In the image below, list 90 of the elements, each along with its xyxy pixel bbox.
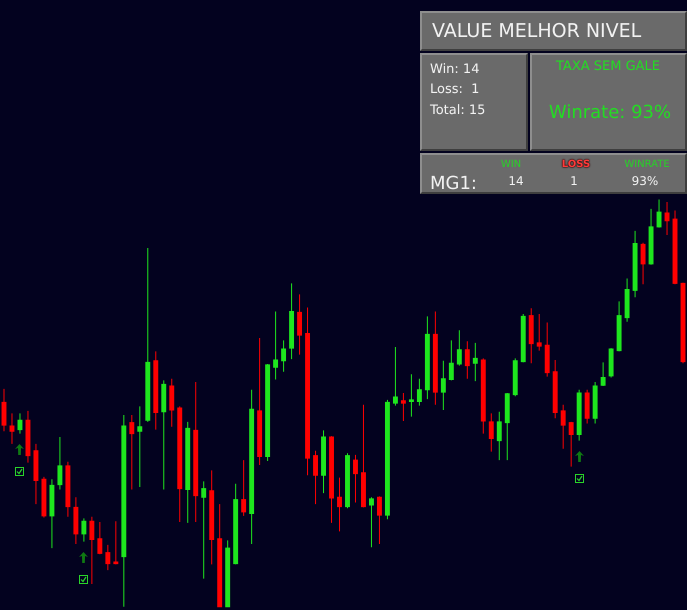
candlestick — [201, 480, 206, 580]
candlestick — [376, 496, 382, 545]
candlestick — [209, 470, 214, 565]
candlestick — [648, 208, 654, 266]
candlestick — [265, 364, 270, 462]
candlestick — [273, 311, 278, 380]
candlestick — [448, 340, 454, 381]
candlestick — [353, 454, 358, 503]
candlestick — [321, 430, 326, 494]
candlestick — [480, 358, 486, 434]
candlestick — [544, 322, 550, 378]
candlestick — [680, 282, 686, 364]
candlestick — [600, 362, 606, 387]
candlestick — [408, 374, 414, 418]
candlestick — [97, 522, 102, 555]
candlestick — [496, 411, 502, 461]
candlestick — [345, 452, 350, 509]
candlestick — [89, 516, 94, 584]
candlestick — [10, 412, 14, 444]
candlestick — [41, 476, 46, 518]
candlestick — [504, 392, 510, 461]
candlestick — [369, 496, 374, 548]
candlestick — [528, 308, 534, 364]
candlestick — [672, 210, 678, 285]
candlestick — [400, 392, 406, 422]
candlestick — [121, 414, 126, 608]
candlestick — [289, 282, 294, 360]
candlestick — [664, 201, 670, 236]
candlestick — [576, 389, 582, 442]
candlestick — [129, 414, 134, 490]
candlestick — [456, 330, 462, 366]
candlestick — [488, 412, 494, 452]
candlestick — [185, 421, 190, 524]
candlestick — [313, 450, 318, 505]
candlestick — [161, 380, 166, 490]
candlestick — [640, 242, 646, 285]
candlestick — [225, 540, 230, 608]
candlestick — [632, 230, 638, 298]
candlestick — [33, 443, 38, 505]
candlestick — [536, 313, 542, 352]
candlestick — [57, 436, 62, 490]
candlestick — [217, 504, 222, 608]
candlestick — [177, 406, 182, 523]
candlestick — [26, 410, 30, 464]
rate-panel: TAXA SEM GALE Winrate: 93% — [530, 53, 687, 151]
candlestick — [568, 421, 574, 468]
candlestick — [464, 340, 470, 380]
count-panel: Win: 14 Loss: 1 Total: 15 — [420, 53, 528, 151]
candlestick — [337, 477, 342, 532]
candlestick — [105, 544, 110, 571]
candlestick — [169, 378, 174, 428]
candlestick — [592, 381, 598, 424]
candlestick — [281, 340, 286, 372]
candlestick — [656, 199, 662, 228]
candlestick — [297, 294, 302, 356]
candlestick — [305, 306, 310, 476]
candlestick — [329, 436, 334, 524]
candlestick — [2, 388, 6, 432]
candlestick — [560, 404, 566, 450]
candlestick — [624, 278, 630, 322]
candlestick — [416, 378, 422, 406]
candlestick — [440, 360, 446, 411]
candlestick — [49, 478, 54, 549]
candlestick — [520, 313, 526, 363]
title-panel: VALUE MELHOR NIVEL — [420, 11, 687, 51]
candlestick — [153, 350, 158, 430]
candlestick — [361, 404, 366, 508]
candlestick — [432, 311, 438, 406]
candlestick — [384, 399, 390, 520]
candlestick — [65, 461, 70, 518]
candlestick — [73, 496, 78, 545]
candlestick — [512, 358, 518, 397]
candlestick — [137, 406, 142, 488]
candlestick — [608, 348, 614, 378]
candlestick — [472, 342, 478, 382]
candlestick — [113, 520, 118, 565]
candlestick — [424, 316, 430, 400]
candlestick — [233, 483, 238, 565]
candlestick — [584, 389, 590, 424]
table-panel: MG1: WIN LOSS WINRATE 14 1 93% — [420, 153, 687, 194]
candlestick — [392, 346, 398, 406]
candlestick — [552, 359, 558, 419]
candlestick — [616, 300, 622, 352]
candlestick — [249, 389, 254, 545]
candlestick — [241, 460, 246, 516]
candlestick — [81, 518, 86, 542]
candlestick — [193, 381, 198, 523]
candlestick — [145, 247, 150, 422]
candlestick — [257, 337, 262, 466]
candlestick — [18, 412, 22, 434]
